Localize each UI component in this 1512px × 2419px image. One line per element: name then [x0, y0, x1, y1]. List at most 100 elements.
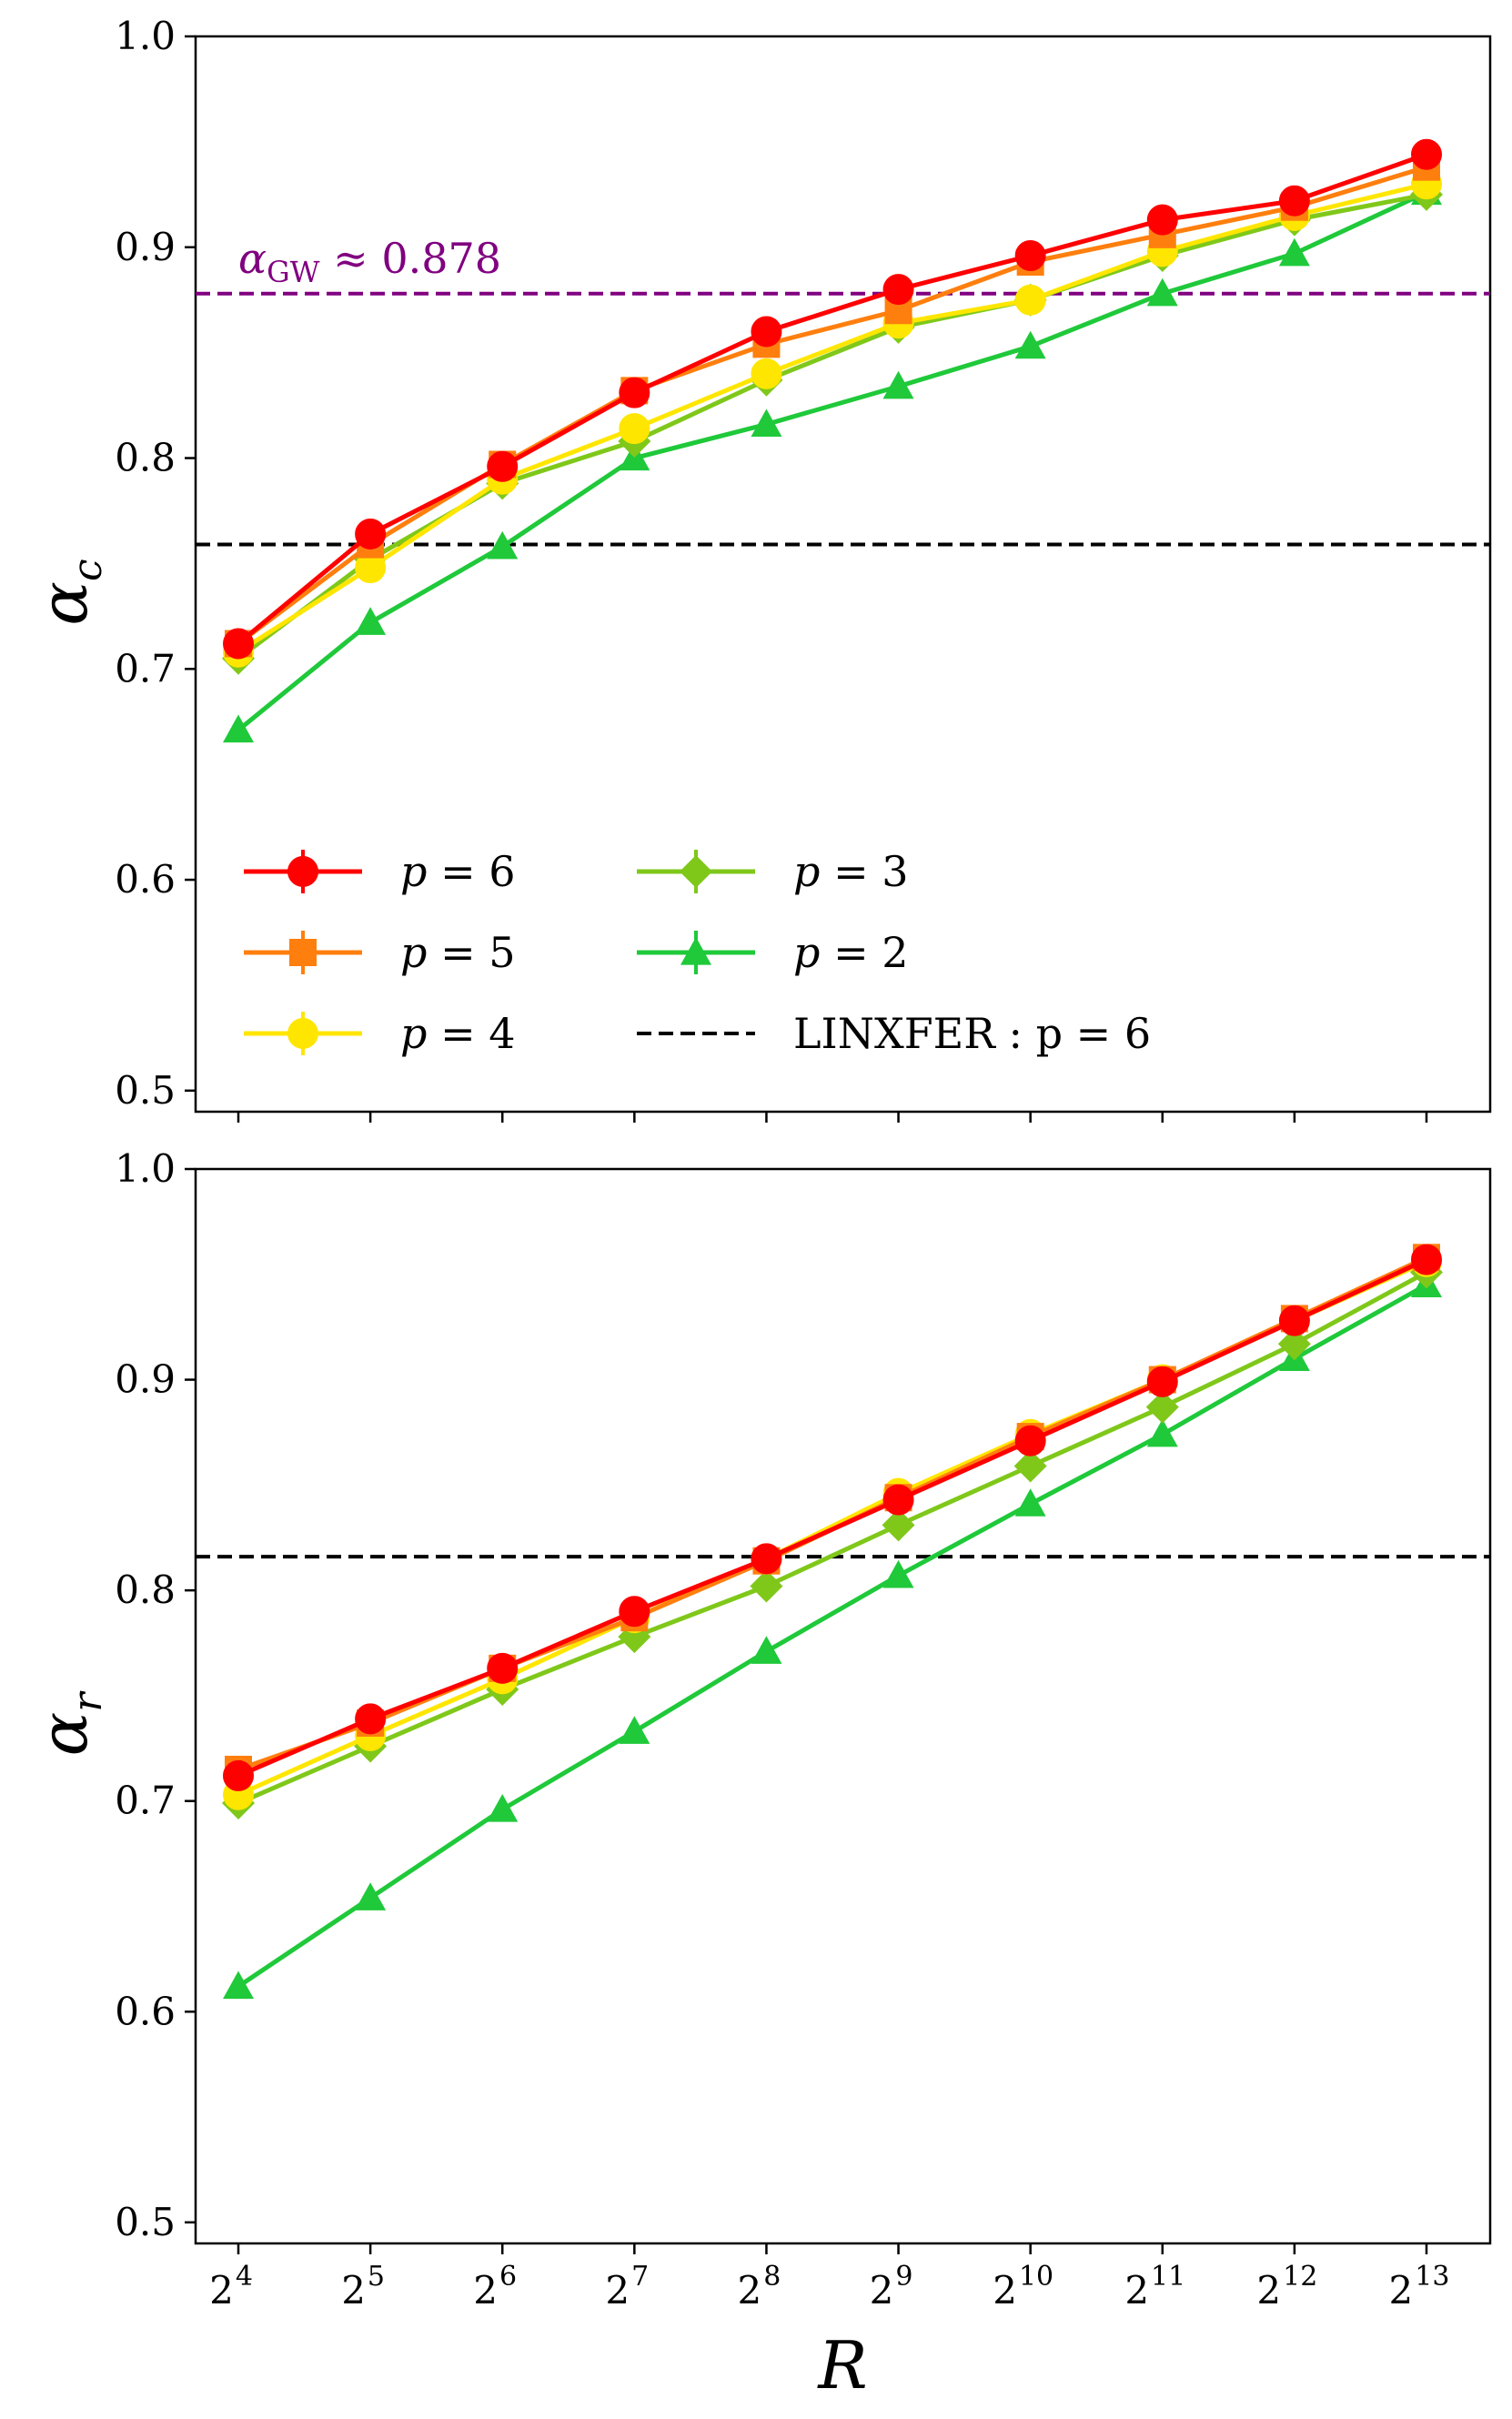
x-tick-label: 27: [605, 2261, 649, 2313]
data-point-bottom: [223, 1759, 254, 1791]
data-point-top: [1014, 284, 1046, 316]
data-point-top: [882, 370, 914, 399]
data-point-bottom: [882, 1559, 914, 1588]
data-point-top: [487, 530, 519, 559]
y-tick-label-bottom: 0.9: [115, 1357, 176, 1402]
y-tick-label-top: 0.5: [115, 1068, 176, 1113]
y-tick-label-bottom: 0.7: [115, 1779, 176, 1823]
legend-marker: [680, 855, 712, 888]
data-point-top: [355, 607, 387, 635]
legend-item: p = 5: [244, 928, 516, 977]
legend-marker: [287, 856, 318, 887]
series-line-bottom: [237, 1270, 1428, 1806]
x-tick-label: 24: [209, 2261, 253, 2313]
data-point-bottom: [487, 1793, 519, 1822]
data-point-top: [1411, 138, 1442, 170]
data-point-top: [619, 413, 650, 445]
plot-frame-top: [194, 35, 1492, 1114]
legend-marker: [289, 939, 317, 966]
data-point-bottom: [1145, 1390, 1179, 1424]
data-point-bottom: [355, 1882, 387, 1910]
data-point-bottom: [882, 1484, 914, 1516]
data-point-top: [751, 408, 782, 438]
series-line-top: [237, 165, 1427, 646]
legend-item-reference: LINXFER : p = 6: [637, 1009, 1151, 1058]
data-point-bottom: [619, 1716, 650, 1744]
data-point-top: [1146, 277, 1178, 307]
y-tick-label-top: 0.9: [115, 225, 176, 269]
data-point-bottom: [1278, 1305, 1310, 1336]
data-point-top: [223, 628, 254, 660]
x-tick-label: 28: [738, 2261, 781, 2313]
data-point-bottom: [1013, 1449, 1047, 1483]
legend-label: p = 3: [793, 847, 909, 896]
y-tick-label-top: 0.7: [115, 646, 176, 690]
series-line-top: [237, 181, 1427, 654]
data-point-top: [1014, 240, 1046, 272]
data-point-top: [751, 358, 782, 389]
legend-item: p = 2: [637, 928, 909, 977]
plot-frame-bottom: [194, 1167, 1492, 2245]
x-tick-label: 211: [1124, 2261, 1185, 2313]
series-line-bottom: [237, 1255, 1428, 1772]
y-tick-label-bottom: 0.5: [115, 2200, 176, 2244]
data-point-bottom: [1014, 1425, 1046, 1456]
data-point-bottom: [882, 1508, 915, 1542]
y-tick-label-bottom: 1.0: [115, 1146, 176, 1191]
data-point-bottom: [751, 1636, 782, 1664]
data-point-top: [751, 316, 782, 348]
data-point-top: [223, 714, 254, 743]
y-axis-title-bottom: αr: [25, 1690, 111, 1757]
data-point-bottom: [1146, 1366, 1178, 1397]
legend-item: p = 6: [244, 847, 516, 896]
data-point-top: [487, 450, 519, 482]
y-tick-label-bottom: 0.6: [115, 1989, 176, 2033]
data-point-bottom: [487, 1652, 519, 1684]
legend-label: p = 6: [400, 847, 516, 896]
x-tick-label: 212: [1256, 2261, 1317, 2313]
data-point-bottom: [751, 1543, 782, 1575]
legend-item: p = 4: [244, 1009, 516, 1058]
data-point-bottom: [1014, 1488, 1046, 1517]
x-axis-title: R: [816, 2327, 867, 2404]
x-tick-label: 210: [993, 2261, 1053, 2313]
series-line-top: [237, 190, 1428, 732]
legend: p = 6 p = 5 p = 4 p = 3 p = 2 LINXFER : p = 6: [244, 847, 1151, 1058]
y-tick-label-top: 1.0: [115, 14, 176, 58]
data-point-top: [1146, 204, 1178, 236]
data-point-bottom: [223, 1970, 254, 2000]
data-point-top: [619, 377, 650, 408]
y-tick-label-top: 0.6: [115, 857, 176, 902]
x-tick-label: 213: [1389, 2261, 1450, 2313]
data-point-top: [1278, 237, 1310, 267]
series-line-top: [237, 152, 1427, 646]
data-point-bottom: [355, 1703, 387, 1735]
legend-label: p = 2: [793, 928, 909, 977]
x-tick-label: 29: [870, 2261, 913, 2313]
data-point-top: [1014, 330, 1046, 359]
series-line-bottom: [237, 1257, 1428, 1779]
legend-marker: [680, 937, 711, 965]
x-tick-label: 25: [341, 2261, 385, 2313]
data-point-top: [882, 274, 914, 306]
y-tick-label-bottom: 0.8: [115, 1567, 176, 1612]
y-tick-label-top: 0.8: [115, 436, 176, 480]
data-point-bottom: [619, 1596, 650, 1628]
legend-label: p = 5: [400, 928, 516, 977]
data-point-bottom: [750, 1569, 783, 1603]
data-point-bottom: [1411, 1244, 1442, 1275]
x-tick-label: 26: [473, 2261, 517, 2313]
legend-label-reference: LINXFER : p = 6: [793, 1009, 1151, 1058]
alpha-gw-annotation: αGW ≈ 0.878: [238, 234, 501, 289]
data-point-bottom: [1277, 1327, 1311, 1361]
data-point-bottom: [1146, 1418, 1178, 1447]
legend-item: p = 3: [637, 847, 909, 896]
data-point-top: [355, 518, 387, 549]
legend-marker: [287, 1018, 318, 1049]
panel-bottom: 0.5 0.6 0.7 0.8 0.9 1.0 24 25 26 27 28 29 210 211 212 2…: [25, 1146, 1492, 2404]
y-axis-title-top: αc: [25, 559, 111, 625]
data-point-top: [1278, 185, 1310, 217]
series-line-bottom: [237, 1283, 1428, 1989]
